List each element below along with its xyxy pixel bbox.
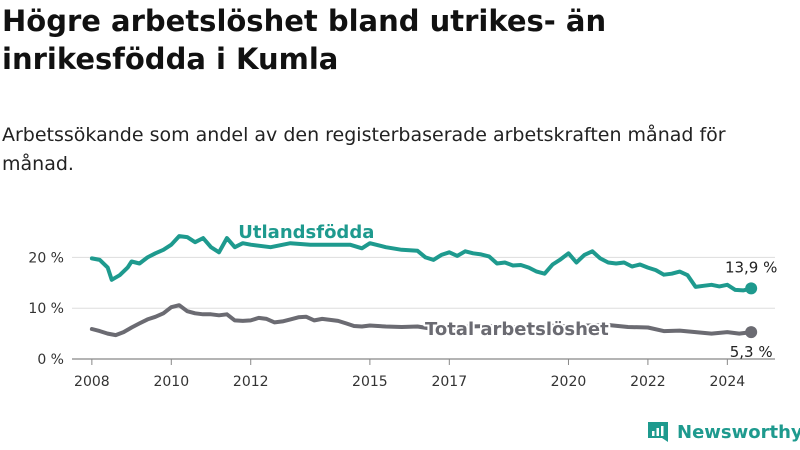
x-tick-label: 2024 bbox=[710, 374, 746, 390]
series-end-label-total: 5,3 % bbox=[730, 343, 773, 361]
x-tick-label: 2015 bbox=[352, 374, 388, 390]
x-tick-label: 2020 bbox=[551, 374, 587, 390]
series-name-label-utlandsfodda: Utlandsfödda bbox=[238, 222, 374, 243]
brand-logo: Newsworthy bbox=[646, 420, 800, 444]
x-tick-label: 2017 bbox=[431, 374, 467, 390]
series-name-label-total: Total arbetslöshet bbox=[425, 319, 609, 340]
series-line-total bbox=[89, 303, 754, 338]
series-end-marker-total bbox=[745, 326, 758, 339]
chart-title: Högre arbetslöshet bland utrikes- än inr… bbox=[2, 4, 607, 76]
x-tick-label: 2010 bbox=[153, 374, 189, 390]
brand-name: Newsworthy bbox=[677, 421, 800, 443]
x-tick-label: 2022 bbox=[630, 374, 666, 390]
y-tick-label: 20 % bbox=[28, 250, 64, 266]
series-end-marker-utlandsfodda bbox=[745, 282, 758, 295]
y-tick-label: 0 % bbox=[37, 352, 64, 368]
x-tick-label: 2012 bbox=[233, 374, 269, 390]
series-line-utlandsfodda bbox=[89, 234, 754, 293]
newsworthy-logo-icon bbox=[648, 422, 668, 442]
series-end-label-utlandsfodda: 13,9 % bbox=[725, 258, 777, 276]
x-tick-label: 2008 bbox=[74, 374, 110, 390]
y-tick-label: 10 % bbox=[28, 301, 64, 317]
chart-subtitle: Arbetssökande som andel av den registerb… bbox=[2, 124, 726, 175]
